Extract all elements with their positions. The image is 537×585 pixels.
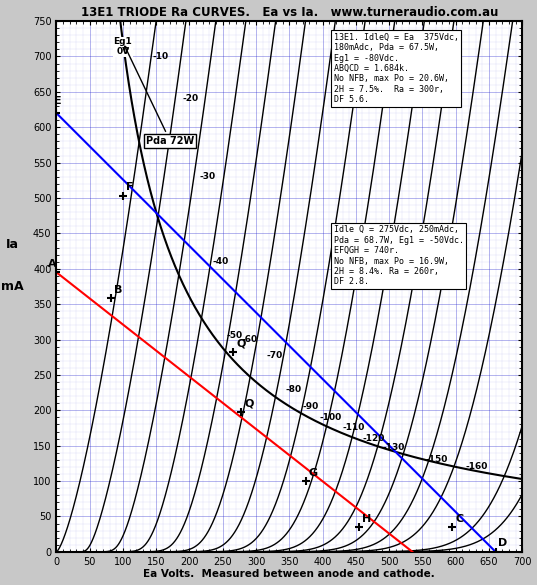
Text: -20: -20 [183,94,199,104]
Text: -60: -60 [242,335,258,344]
Text: -30: -30 [199,172,215,181]
Text: -100: -100 [319,413,342,422]
Text: Q: Q [236,338,245,348]
Text: D: D [498,538,507,548]
X-axis label: Ea Volts.  Measured between anode and cathode.: Ea Volts. Measured between anode and cat… [143,569,435,580]
Text: E: E [54,96,62,106]
Text: -50: -50 [226,332,242,340]
Text: Q: Q [244,398,253,408]
Text: Eg1
0V: Eg1 0V [113,37,132,57]
Text: H: H [362,514,371,524]
Text: Pda 72W: Pda 72W [125,46,194,146]
Text: Idle Q = 275Vdc, 250mAdc,
Pda = 68.7W, Eg1 = -50Vdc.
EFQGH = 740r.
No NFB, max P: Idle Q = 275Vdc, 250mAdc, Pda = 68.7W, E… [333,225,463,287]
Text: -110: -110 [343,424,365,432]
Text: F: F [126,183,134,192]
Text: -130: -130 [382,443,405,452]
Text: mA: mA [1,280,24,293]
Text: 13E1. IdleQ = Ea  375Vdc,
180mAdc, Pda = 67.5W,
Eg1 = -80Vdc.
ABQCD = 1.684k.
No: 13E1. IdleQ = Ea 375Vdc, 180mAdc, Pda = … [333,33,459,104]
Text: -150: -150 [426,455,448,464]
Text: -10: -10 [153,52,169,61]
Text: G: G [309,467,318,477]
Text: A: A [48,259,57,269]
Text: B: B [114,285,122,295]
Title: 13E1 TRIODE Ra CURVES.   Ea vs Ia.   www.turneraudio.com.au: 13E1 TRIODE Ra CURVES. Ea vs Ia. www.tur… [81,5,498,19]
Text: -90: -90 [303,402,319,411]
Text: -80: -80 [286,384,302,394]
Text: -120: -120 [362,434,385,443]
Text: Ia: Ia [6,238,19,250]
Text: -70: -70 [266,350,282,360]
Text: C: C [456,514,464,524]
Text: -160: -160 [466,462,488,472]
Text: -40: -40 [213,257,229,266]
